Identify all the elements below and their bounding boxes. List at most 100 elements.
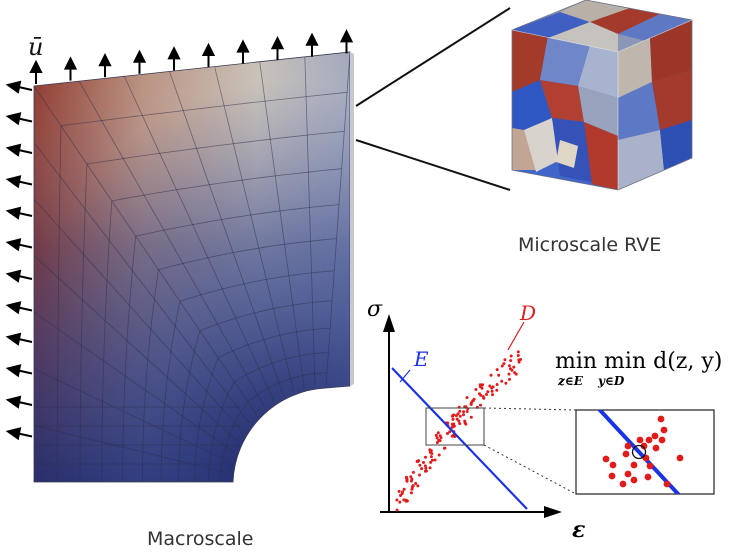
data-point xyxy=(495,368,499,372)
data-point xyxy=(503,358,507,362)
data-point xyxy=(398,500,402,504)
data-point xyxy=(455,417,459,421)
data-point xyxy=(490,389,494,393)
top-displacement-arrows xyxy=(29,29,354,84)
data-point xyxy=(395,508,399,512)
data-point xyxy=(488,384,492,388)
u-bar-label: ū xyxy=(28,33,43,61)
constraint-line-e xyxy=(391,367,528,510)
data-point xyxy=(462,413,465,417)
zoom-selection-box xyxy=(425,407,485,446)
data-point xyxy=(478,385,482,389)
zoom-data-point xyxy=(676,454,684,462)
data-point xyxy=(469,415,473,419)
zoom-data-point xyxy=(644,473,652,481)
data-point xyxy=(405,477,409,481)
data-point xyxy=(516,350,520,354)
zoom-data-point xyxy=(619,480,627,488)
data-point xyxy=(433,458,437,462)
data-point xyxy=(517,360,521,364)
data-point xyxy=(397,489,401,493)
data-point xyxy=(436,431,440,435)
zoom-data-point xyxy=(640,442,648,450)
data-point xyxy=(452,424,456,428)
data-point xyxy=(507,364,511,368)
data-point xyxy=(450,425,454,429)
data-point xyxy=(448,430,452,434)
data-point xyxy=(464,422,468,426)
data-point xyxy=(402,498,406,502)
zoom-connector-top xyxy=(355,7,511,107)
zoom-data-point xyxy=(602,455,610,463)
data-point xyxy=(418,463,422,467)
data-point xyxy=(465,410,469,413)
data-point xyxy=(462,410,466,414)
data-point xyxy=(429,449,433,453)
data-point xyxy=(500,364,504,368)
data-point xyxy=(502,362,506,366)
data-point xyxy=(410,477,414,481)
data-point xyxy=(423,464,427,468)
data-point xyxy=(438,434,442,438)
zoom-data-point xyxy=(651,432,659,440)
data-point xyxy=(490,386,494,390)
macroscale-mesh xyxy=(33,51,354,483)
svg-text:z∈E: z∈E xyxy=(557,374,584,388)
zoom-data-point xyxy=(657,415,665,423)
data-point xyxy=(481,383,485,387)
data-point xyxy=(442,446,446,450)
sigma-label: σ xyxy=(367,297,383,322)
zoom-data-point xyxy=(609,461,617,469)
data-point xyxy=(497,373,501,377)
data-point xyxy=(509,354,513,358)
data-point xyxy=(456,412,460,416)
data-point xyxy=(465,396,469,400)
macroscale-caption: Macroscale xyxy=(147,528,254,550)
data-point xyxy=(469,403,473,406)
data-point xyxy=(423,469,427,473)
data-point xyxy=(415,459,419,463)
zoom-data-point xyxy=(624,442,632,450)
data-point xyxy=(489,373,493,377)
closest-point-marker xyxy=(631,444,647,460)
data-point xyxy=(414,482,418,485)
data-point xyxy=(482,396,486,400)
data-point xyxy=(450,422,454,426)
data-point xyxy=(507,372,511,376)
data-point xyxy=(472,397,476,401)
zoom-data-point xyxy=(608,472,616,480)
data-point xyxy=(416,484,420,488)
zoom-data-point xyxy=(630,461,638,469)
zoom-data-point xyxy=(622,450,630,458)
zoom-data-point xyxy=(636,436,644,444)
zoom-data-point xyxy=(660,426,668,434)
data-point xyxy=(424,455,427,459)
data-point xyxy=(495,388,499,392)
zoom-data-point xyxy=(652,444,660,452)
data-point xyxy=(458,409,462,413)
zoom-inset xyxy=(575,409,715,495)
data-point xyxy=(402,487,406,491)
data-point xyxy=(437,453,441,457)
data-point xyxy=(434,433,438,437)
data-point xyxy=(446,432,449,435)
svg-text:y∈D: y∈D xyxy=(597,374,625,388)
data-point xyxy=(435,441,439,444)
min-distance-expression: min min d(z, y) z∈E y∈D xyxy=(555,349,722,388)
data-point xyxy=(409,491,413,495)
zoom-data-point xyxy=(646,462,654,470)
data-point xyxy=(437,438,441,442)
data-point xyxy=(399,494,402,497)
data-point xyxy=(429,460,433,464)
data-point xyxy=(513,371,517,375)
data-point xyxy=(458,422,462,426)
zoom-data-point xyxy=(630,476,638,484)
data-point xyxy=(495,383,499,386)
data-point xyxy=(485,393,488,396)
data-point xyxy=(411,484,415,488)
data-point xyxy=(504,381,508,385)
epsilon-label: ε xyxy=(572,517,585,543)
microscale-rve-caption: Microscale RVE xyxy=(518,234,662,256)
svg-text:min min d(z, y): min min d(z, y) xyxy=(555,349,722,374)
zoom-data-point xyxy=(663,480,671,488)
